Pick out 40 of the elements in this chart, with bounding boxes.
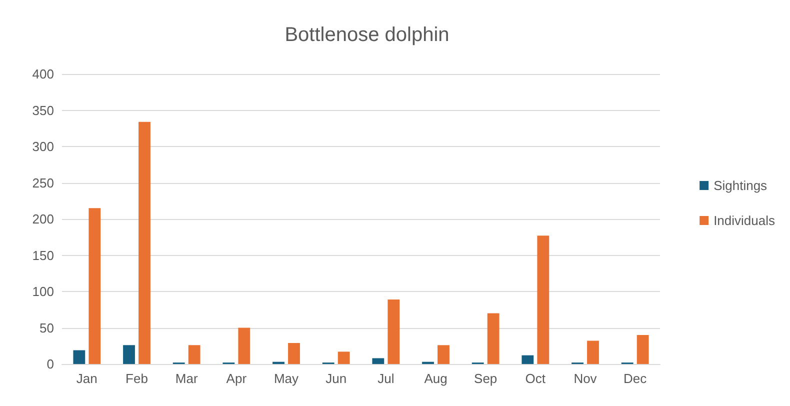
bar <box>537 236 550 364</box>
y-tick-label: 0 <box>46 356 54 372</box>
legend-label: Individuals <box>714 213 776 228</box>
x-tick-label: Mar <box>175 371 198 386</box>
bar <box>372 358 384 364</box>
x-tick-label: Jun <box>326 371 347 386</box>
x-tick-label: Apr <box>226 371 248 386</box>
bar <box>388 299 400 364</box>
y-tick-label: 150 <box>32 248 54 263</box>
bar <box>487 313 500 364</box>
y-tick-label: 300 <box>32 139 54 154</box>
y-tick-label: 200 <box>32 212 54 226</box>
x-tick-label: May <box>274 371 300 386</box>
bar <box>587 340 599 364</box>
y-tick-label: 100 <box>32 284 54 299</box>
bar <box>88 208 101 364</box>
x-tick-label: Jan <box>76 371 98 386</box>
x-tick-label: Dec <box>624 371 648 386</box>
bar <box>438 345 450 364</box>
y-tick-label: 50 <box>40 320 54 336</box>
y-tick-label: 250 <box>32 175 54 190</box>
y-tick-label: 400 <box>32 66 54 82</box>
x-tick-label: Aug <box>424 371 448 386</box>
x-tick-label: Sep <box>474 371 498 386</box>
bar <box>288 342 300 364</box>
bar <box>138 122 150 364</box>
bar <box>522 355 534 364</box>
x-tick-label: Nov <box>574 371 598 386</box>
y-tick-label: 350 <box>32 102 54 118</box>
bar <box>188 345 200 364</box>
chart-title: Bottlenose dolphin <box>284 24 450 46</box>
x-tick-label: Jul <box>378 371 394 386</box>
bar <box>73 350 86 364</box>
legend-label: Sightings <box>714 178 768 193</box>
bar <box>636 335 649 364</box>
x-tick-label: Oct <box>525 371 546 386</box>
bar <box>123 345 135 364</box>
x-tick-label: Feb <box>126 371 148 386</box>
bar <box>238 328 250 364</box>
bar <box>338 352 350 364</box>
